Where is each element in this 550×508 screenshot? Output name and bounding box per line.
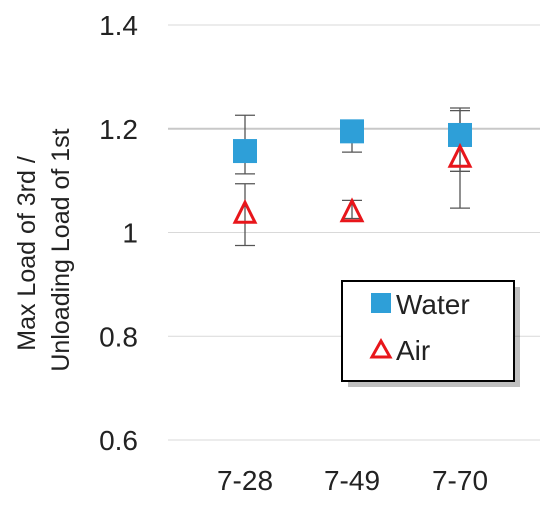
air-data-point	[232, 198, 258, 224]
y-tick-label: 0.8	[99, 321, 138, 352]
y-tick-label: 0.6	[99, 425, 138, 456]
x-tick-label: 7-70	[432, 465, 488, 496]
legend-water-square-marker	[371, 293, 391, 313]
y-tick-label: 1	[122, 218, 138, 249]
data-markers	[232, 119, 473, 224]
water-data-point	[340, 119, 364, 144]
y-axis-tick-labels: 0.6 0.8 1 1.2 1.4	[99, 10, 138, 456]
legend-air-triangle-marker	[369, 337, 393, 359]
legend: Water Air	[341, 280, 520, 387]
water-data-point	[233, 139, 257, 164]
legend-label-air: Air	[396, 335, 430, 366]
y-axis-title: Max Load of 3rd / Unloading Load of 1st	[13, 128, 75, 371]
y-axis-title-line-1: Max Load of 3rd /	[13, 156, 41, 351]
x-tick-label: 7-28	[217, 465, 273, 496]
air-data-point	[447, 142, 473, 168]
y-axis-title-line-2: Unloading Load of 1st	[47, 128, 75, 371]
y-tick-label: 1.2	[99, 114, 138, 145]
legend-label-water: Water	[396, 289, 470, 320]
air-data-point	[339, 197, 365, 223]
x-axis-tick-labels: 7-28 7-49 7-70	[217, 465, 488, 496]
legend-box	[341, 280, 515, 382]
y-tick-label: 1.4	[99, 10, 138, 41]
x-tick-label: 7-49	[324, 465, 380, 496]
